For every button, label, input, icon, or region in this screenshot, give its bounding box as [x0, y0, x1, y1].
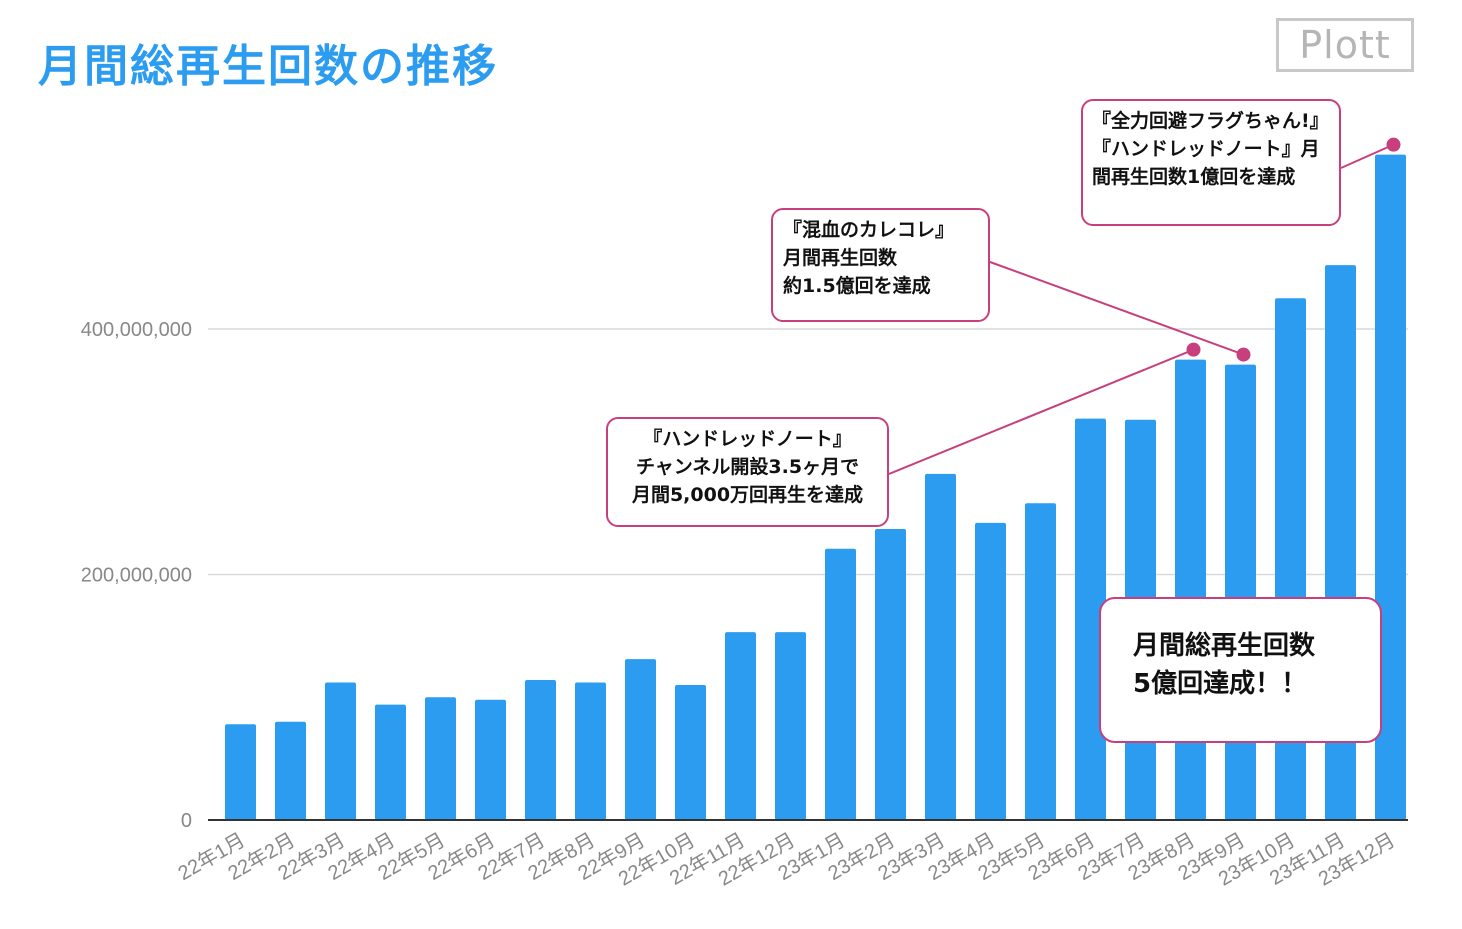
y-tick-label: 0 — [181, 810, 192, 832]
bar-22年4月 — [375, 704, 406, 820]
bar-22年3月 — [325, 682, 356, 820]
bar-23年12月 — [1375, 154, 1406, 821]
axes: 22年1月22年2月22年3月22年4月22年5月22年6月22年7月22年8月… — [174, 819, 1408, 891]
annotation-dot — [1236, 347, 1251, 362]
annotation-connectors — [888, 137, 1401, 475]
bar-22年10月 — [675, 684, 706, 820]
bar-22年2月 — [275, 721, 306, 820]
bar-23年4月 — [975, 522, 1006, 820]
bar-22年9月 — [625, 659, 656, 820]
page-title: 月間総再生回数の推移 — [38, 41, 498, 92]
bar-23年3月 — [925, 473, 956, 820]
y-tick-label: 400,000,000 — [81, 319, 192, 341]
bar-22年12月 — [775, 632, 806, 820]
bars — [225, 154, 1406, 821]
bar-22年6月 — [475, 699, 506, 820]
bar-23年5月 — [1025, 503, 1056, 820]
bar-23年9月 — [1225, 364, 1256, 820]
bar-22年8月 — [575, 682, 606, 820]
annotation-connector — [1340, 143, 1394, 169]
grid-lines: 0 200,000,000 400,000,000 — [81, 319, 1408, 832]
annotation-hundred-note-50m: 『ハンドレッドノート』 チャンネル開設3.5ヶ月で 月間5,000万回再生を達成 — [606, 417, 889, 527]
bar-22年5月 — [425, 697, 456, 820]
plott-logo: Plott — [1276, 18, 1414, 72]
bar-22年1月 — [225, 724, 256, 820]
annotation-kareiro-150m: 『混血のカレコレ』 月間再生回数 約1.5億回を達成 — [771, 208, 990, 322]
bar-22年7月 — [525, 680, 556, 820]
annotation-connector — [989, 261, 1244, 356]
annotation-total-500m: 月間総再生回数 5億回達成！！ — [1099, 597, 1382, 743]
bar-23年2月 — [875, 529, 906, 820]
annotation-connector — [888, 348, 1194, 475]
bar-23年8月 — [1175, 359, 1206, 820]
y-tick-label: 200,000,000 — [81, 564, 192, 586]
annotation-dot — [1386, 137, 1401, 152]
annotation-flag-hundred-100m: 『全力回避フラグちゃん!』『ハンドレッドノート』月間再生回数1億回を達成 — [1081, 99, 1341, 226]
bar-22年11月 — [725, 632, 756, 820]
bar-23年6月 — [1075, 418, 1106, 820]
annotation-dot — [1186, 342, 1201, 357]
bar-23年1月 — [825, 548, 856, 820]
